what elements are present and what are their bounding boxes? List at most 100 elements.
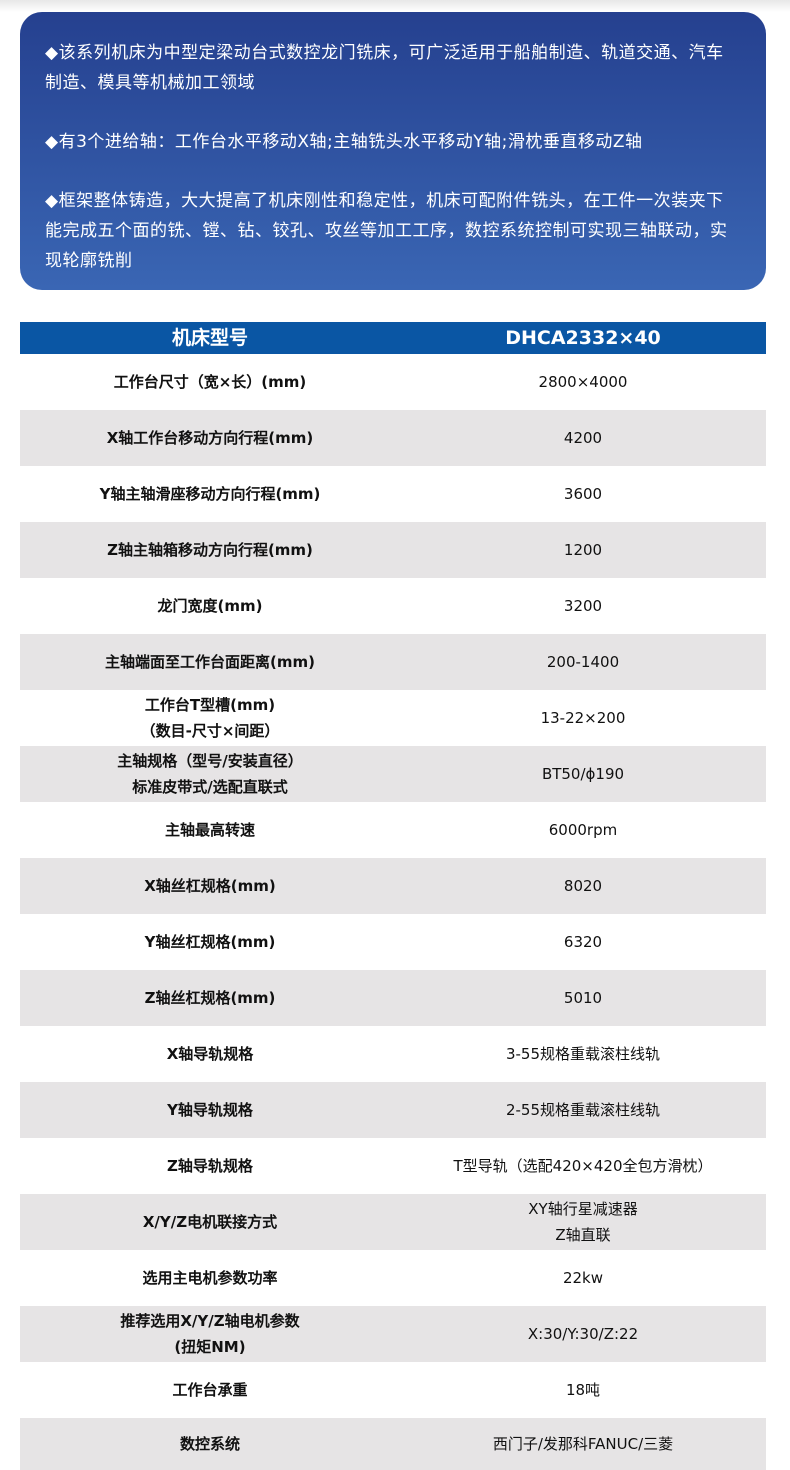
- table-header: 机床型号 DHCA2332×40: [20, 322, 766, 354]
- spec-label-line: X轴导轨规格: [166, 1045, 254, 1063]
- spec-value: 6320: [400, 929, 766, 955]
- spec-label: 主轴最高转速: [20, 817, 400, 843]
- spec-label-line: 主轴最高转速: [164, 821, 255, 839]
- spec-value-line: BT50/ϕ190: [541, 765, 625, 783]
- spec-label: Z轴主轴箱移动方向行程(mm): [20, 537, 400, 563]
- spec-label: 主轴规格（型号/安装直径） 标准皮带式/选配直联式: [20, 748, 400, 800]
- spec-value: 22kw: [400, 1265, 766, 1291]
- intro-paragraph: ◆该系列机床为中型定梁动台式数控龙门铣床，可广泛适用于船舶制造、轨道交通、汽车制…: [45, 43, 724, 93]
- spec-label-line: 主轴规格（型号/安装直径）: [117, 752, 303, 770]
- spec-label-line: Y轴导轨规格: [167, 1101, 253, 1119]
- spec-label-line: 选用主电机参数功率: [142, 1269, 278, 1287]
- spec-label-line: 工作台T型槽(mm): [144, 696, 276, 714]
- spec-value: 西门子/发那科FANUC/三菱: [400, 1431, 766, 1457]
- spec-label-line: (扭矩NM): [174, 1338, 246, 1356]
- spec-value: 8020: [400, 873, 766, 899]
- spec-value: 200-1400: [400, 649, 766, 675]
- spec-value: T型导轨（选配420×420全包方滑枕）: [400, 1153, 766, 1179]
- table-row: Y轴丝杠规格(mm) 6320: [20, 914, 766, 970]
- spec-label-line: Z轴导轨规格: [167, 1157, 253, 1175]
- spec-value: 3200: [400, 593, 766, 619]
- spec-label: Z轴导轨规格: [20, 1153, 400, 1179]
- spec-value-line: X:30/Y:30/Z:22: [527, 1325, 639, 1343]
- spec-value: X:30/Y:30/Z:22: [400, 1321, 766, 1347]
- spec-value-line: Z轴直联: [555, 1226, 611, 1244]
- header-model-label: 机床型号: [171, 327, 248, 349]
- spec-value-line: 1200: [563, 541, 603, 559]
- top-shadow: [0, 0, 790, 12]
- spec-label-line: Y轴主轴滑座移动方向行程(mm): [99, 485, 321, 503]
- spec-label: X轴丝杠规格(mm): [20, 873, 400, 899]
- spec-label-line: Y轴丝杠规格(mm): [144, 933, 276, 951]
- spec-value: 1200: [400, 537, 766, 563]
- intro-panel: ◆该系列机床为中型定梁动台式数控龙门铣床，可广泛适用于船舶制造、轨道交通、汽车制…: [20, 12, 766, 290]
- table-row: X轴工作台移动方向行程(mm) 4200: [20, 410, 766, 466]
- spec-value: 4200: [400, 425, 766, 451]
- spec-label-line: （数目-尺寸×间距）: [140, 722, 280, 740]
- spec-value-line: 5010: [563, 989, 603, 1007]
- spec-value-line: 6320: [563, 933, 603, 951]
- spec-value-line: 3200: [563, 597, 603, 615]
- spec-label-line: X/Y/Z电机联接方式: [142, 1213, 278, 1231]
- spec-value: 3-55规格重载滚柱线轨: [400, 1041, 766, 1067]
- spec-label-line: 数控系统: [179, 1435, 240, 1453]
- spec-value: 3600: [400, 481, 766, 507]
- spec-value-line: 3-55规格重载滚柱线轨: [505, 1045, 661, 1063]
- spec-value-line: XY轴行星减速器: [528, 1200, 638, 1218]
- spec-label: 主轴端面至工作台面距离(mm): [20, 649, 400, 675]
- spec-value: 13-22×200: [400, 705, 766, 731]
- spec-label-line: 推荐选用X/Y/Z轴电机参数: [120, 1312, 300, 1330]
- spec-label-line: 工作台尺寸（宽×长）(mm): [113, 373, 307, 391]
- table-row: 工作台承重 18吨: [20, 1362, 766, 1418]
- intro-paragraph: ◆框架整体铸造，大大提高了机床刚性和稳定性，机床可配附件铣头，在工件一次装夹下能…: [45, 191, 728, 271]
- spec-label: Y轴导轨规格: [20, 1097, 400, 1123]
- spec-label: 龙门宽度(mm): [20, 593, 400, 619]
- spec-value: 5010: [400, 985, 766, 1011]
- spec-label-line: Z轴主轴箱移动方向行程(mm): [107, 541, 313, 559]
- spec-value-line: 8020: [563, 877, 603, 895]
- table-row: Z轴导轨规格 T型导轨（选配420×420全包方滑枕）: [20, 1138, 766, 1194]
- table-row: Y轴主轴滑座移动方向行程(mm) 3600: [20, 466, 766, 522]
- spec-value: 18吨: [400, 1377, 766, 1403]
- spec-table: 机床型号 DHCA2332×40 工作台尺寸（宽×长）(mm) 2800×4000…: [20, 322, 766, 1470]
- spec-label: X轴导轨规格: [20, 1041, 400, 1067]
- spec-value-line: 6000rpm: [548, 821, 618, 839]
- spec-label-line: Z轴丝杠规格(mm): [144, 989, 276, 1007]
- table-row: 选用主电机参数功率 22kw: [20, 1250, 766, 1306]
- spec-value: 2800×4000: [400, 369, 766, 395]
- table-row: 工作台T型槽(mm) （数目-尺寸×间距） 13-22×200: [20, 690, 766, 746]
- spec-value: 2-55规格重载滚柱线轨: [400, 1097, 766, 1123]
- spec-label: 工作台尺寸（宽×长）(mm): [20, 369, 400, 395]
- table-row: 主轴规格（型号/安装直径） 标准皮带式/选配直联式 BT50/ϕ190: [20, 746, 766, 802]
- table-row: X/Y/Z电机联接方式 XY轴行星减速器 Z轴直联: [20, 1194, 766, 1250]
- table-row: Z轴主轴箱移动方向行程(mm) 1200: [20, 522, 766, 578]
- spec-value: BT50/ϕ190: [400, 761, 766, 787]
- spec-label: Z轴丝杠规格(mm): [20, 985, 400, 1011]
- spec-label: 数控系统: [20, 1431, 400, 1457]
- table-row: 主轴端面至工作台面距离(mm) 200-1400: [20, 634, 766, 690]
- spec-value-line: 200-1400: [546, 653, 620, 671]
- spec-label: 选用主电机参数功率: [20, 1265, 400, 1291]
- spec-label: 工作台承重: [20, 1377, 400, 1403]
- spec-label: 工作台T型槽(mm) （数目-尺寸×间距）: [20, 692, 400, 744]
- spec-label: Y轴主轴滑座移动方向行程(mm): [20, 481, 400, 507]
- table-row: Z轴丝杠规格(mm) 5010: [20, 970, 766, 1026]
- spec-value-line: 13-22×200: [540, 709, 626, 727]
- spec-label: Y轴丝杠规格(mm): [20, 929, 400, 955]
- table-row: Y轴导轨规格 2-55规格重载滚柱线轨: [20, 1082, 766, 1138]
- spec-value-line: 3600: [563, 485, 603, 503]
- spec-label-line: 标准皮带式/选配直联式: [132, 778, 288, 796]
- spec-value-line: 2-55规格重载滚柱线轨: [505, 1101, 661, 1119]
- table-row: 数控系统 西门子/发那科FANUC/三菱: [20, 1418, 766, 1470]
- spec-value-line: 2800×4000: [538, 373, 628, 391]
- header-model-value: DHCA2332×40: [505, 327, 661, 349]
- table-row: X轴丝杠规格(mm) 8020: [20, 858, 766, 914]
- table-row: 龙门宽度(mm) 3200: [20, 578, 766, 634]
- spec-label: 推荐选用X/Y/Z轴电机参数 (扭矩NM): [20, 1308, 400, 1360]
- spec-label-line: 工作台承重: [172, 1381, 248, 1399]
- table-row: X轴导轨规格 3-55规格重载滚柱线轨: [20, 1026, 766, 1082]
- spec-value-line: 4200: [563, 429, 603, 447]
- spec-value-line: 22kw: [562, 1269, 604, 1287]
- spec-value-line: T型导轨（选配420×420全包方滑枕）: [453, 1157, 713, 1175]
- spec-label: X轴工作台移动方向行程(mm): [20, 425, 400, 451]
